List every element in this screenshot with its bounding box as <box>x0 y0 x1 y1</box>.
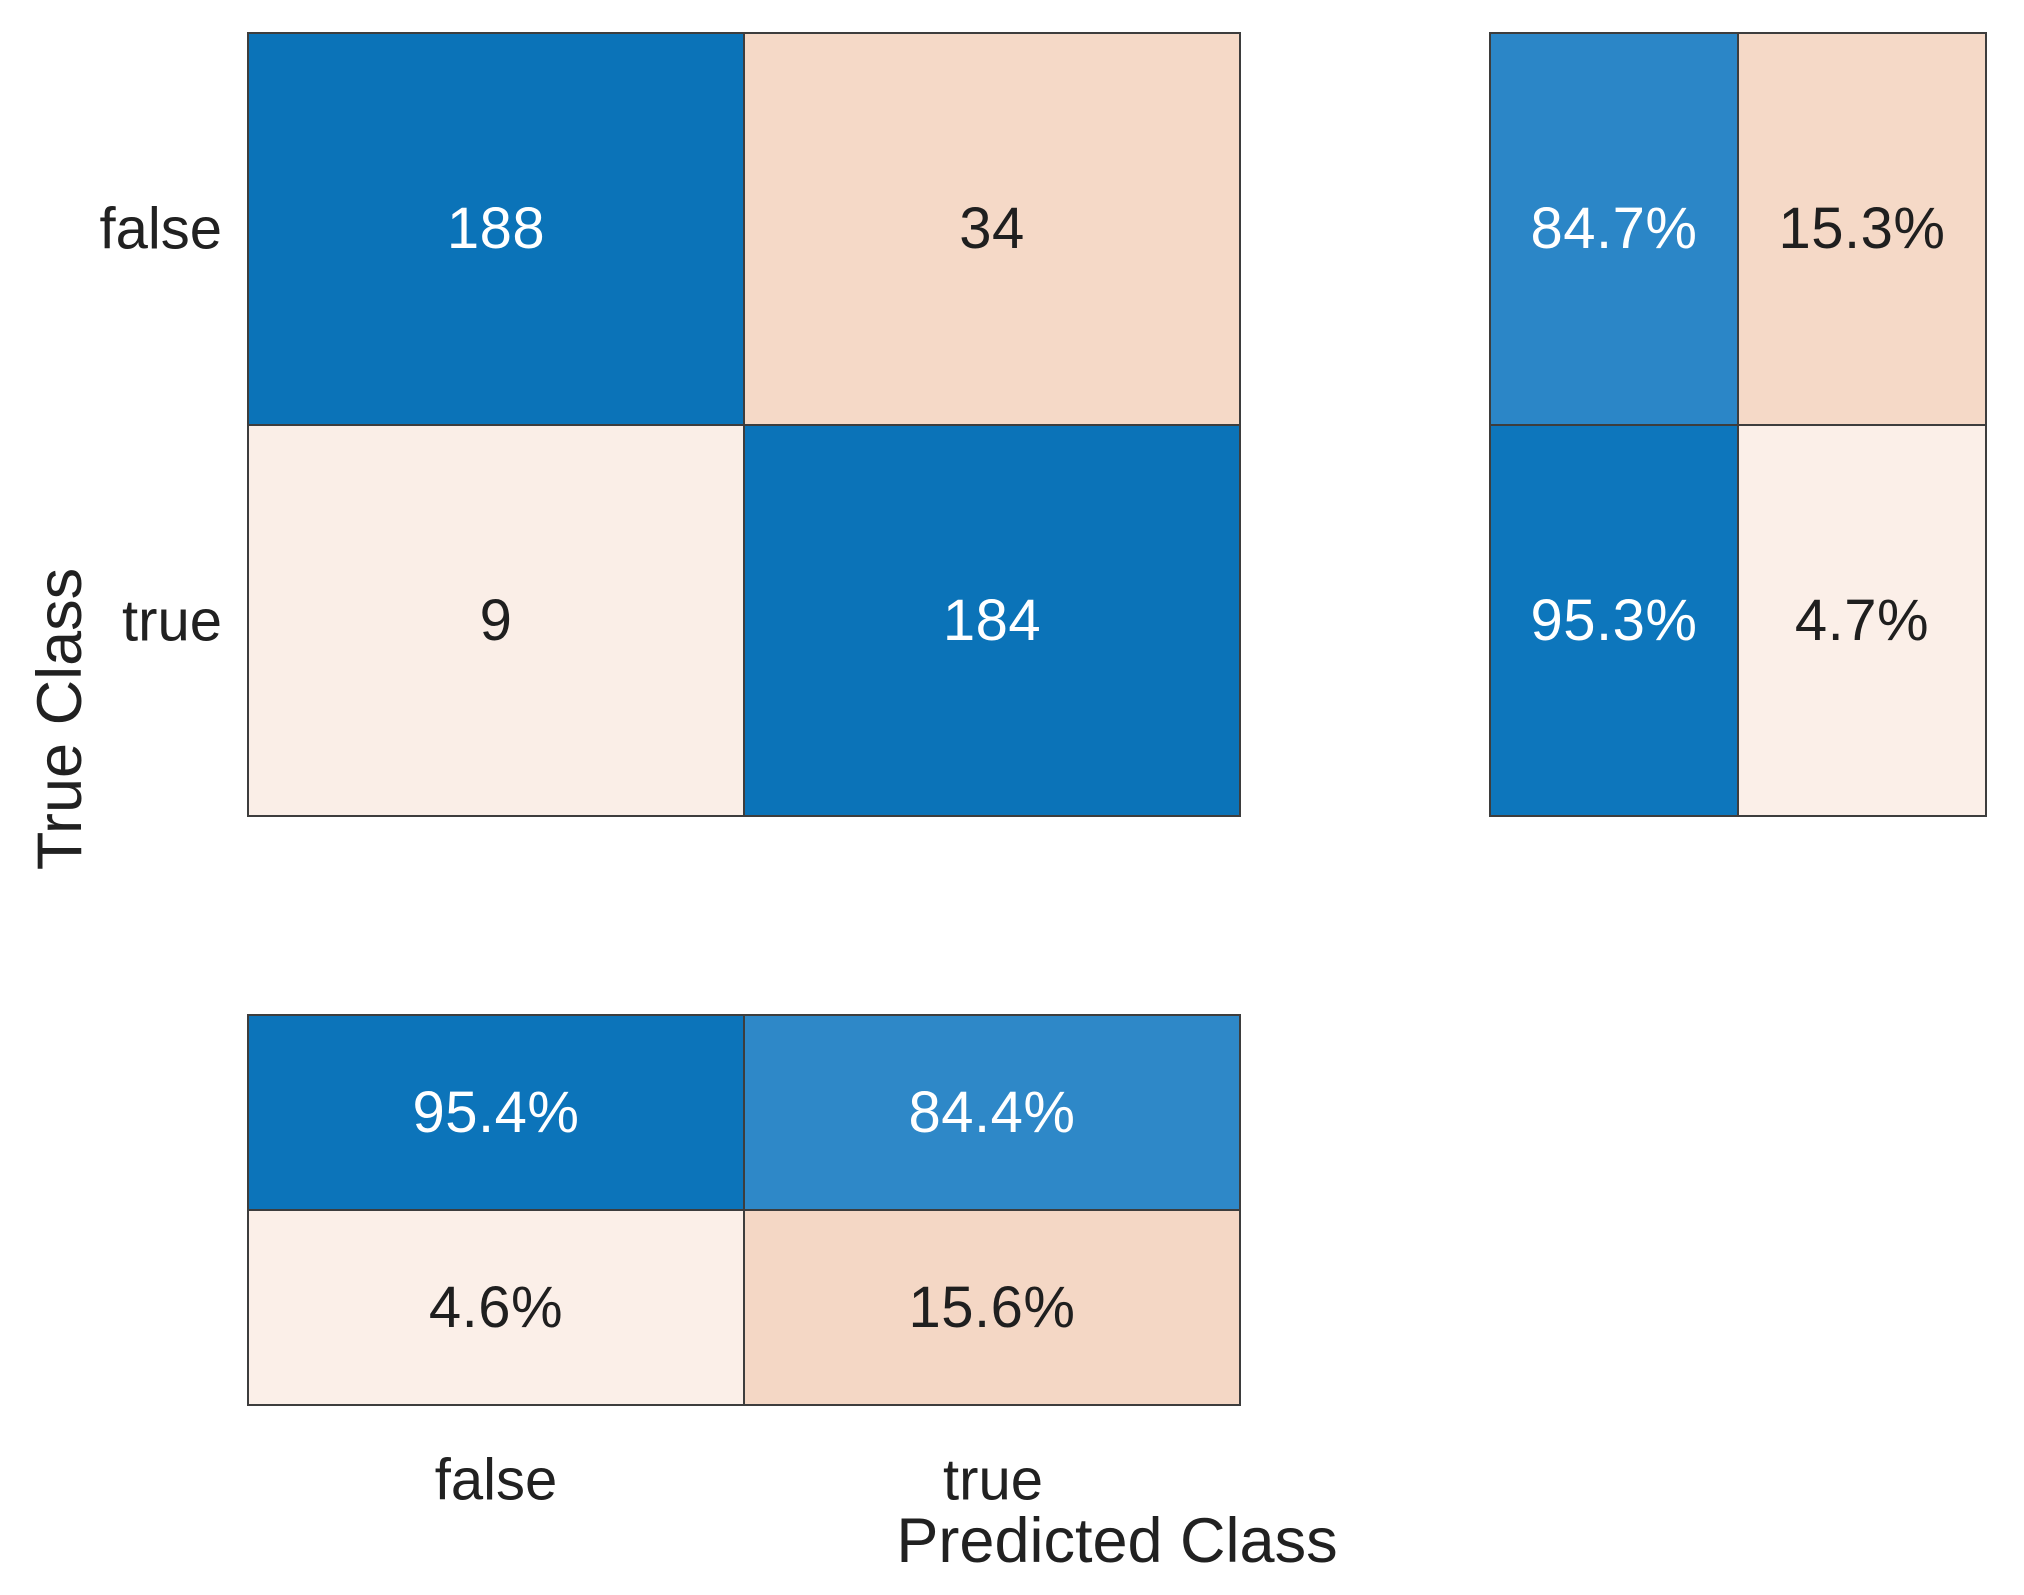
row-summary-grid: 84.7% 15.3% 95.3% 4.7% <box>1489 32 1987 817</box>
y-tick-true: true <box>122 588 222 654</box>
column-summary-grid: 95.4% 84.4% 4.6% 15.6% <box>247 1014 1241 1406</box>
matrix-cell-true-false-pred-false: 188 <box>249 34 743 424</box>
matrix-cell-true-false-pred-true: 34 <box>745 34 1239 424</box>
row-summary-cell-true-incorrect: 4.7% <box>1739 425 1985 815</box>
x-tick-true: true <box>943 1447 1043 1513</box>
column-summary-cell-true-incorrect: 15.6% <box>745 1211 1239 1404</box>
confusion-matrix-grid: 188 34 9 184 <box>247 32 1241 817</box>
matrix-cell-true-true-pred-true: 184 <box>745 425 1239 815</box>
y-tick-false: false <box>99 196 222 262</box>
x-axis-label: Predicted Class <box>896 1506 1338 1576</box>
column-summary-cell-true-correct: 84.4% <box>745 1016 1239 1209</box>
row-summary-cell-true-correct: 95.3% <box>1491 425 1737 815</box>
row-summary-cell-false-incorrect: 15.3% <box>1739 34 1985 424</box>
x-tick-false: false <box>434 1447 558 1513</box>
column-summary-cell-false-incorrect: 4.6% <box>249 1211 743 1404</box>
column-summary-cell-false-correct: 95.4% <box>249 1016 743 1209</box>
row-summary-cell-false-correct: 84.7% <box>1491 34 1737 424</box>
matrix-cell-true-true-pred-false: 9 <box>249 425 743 815</box>
y-axis-label: True Class <box>25 567 95 871</box>
